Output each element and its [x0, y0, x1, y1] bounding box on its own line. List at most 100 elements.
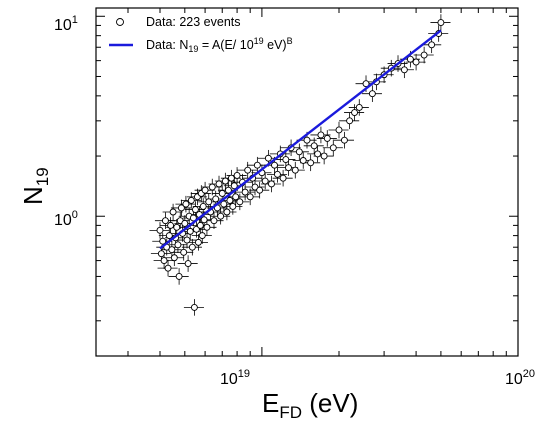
data-point	[314, 150, 322, 158]
data-point	[291, 166, 299, 174]
y-tick-label-1: 100	[54, 209, 78, 229]
data-point	[230, 182, 238, 190]
legend-fit-prefix: Data: N	[146, 38, 188, 52]
data-point	[196, 221, 204, 229]
data-point	[232, 193, 240, 201]
legend-fit-mid: = A(E/ 10	[198, 38, 253, 52]
data-point	[253, 161, 261, 169]
data-point	[351, 109, 358, 117]
data-point	[224, 186, 232, 194]
legend-label-data: Data: 223 events	[146, 15, 241, 29]
data-point	[161, 217, 169, 225]
legend: Data: 223 events Data: N19 = A(E/ 1019 e…	[109, 15, 293, 54]
data-point	[175, 272, 183, 280]
x-axis-title-unit: (eV)	[302, 388, 358, 418]
data-point	[188, 243, 196, 251]
data-point	[264, 154, 272, 162]
data-point	[307, 159, 315, 167]
data-point	[246, 193, 254, 201]
x-tick-label-1e20-base: 10	[505, 371, 523, 388]
data-point	[208, 183, 216, 191]
x-tick-label-1e19-base: 10	[220, 371, 238, 388]
data-point	[320, 152, 328, 160]
legend-marker-circle	[116, 18, 124, 26]
data-point	[191, 206, 199, 214]
legend-fit-sup1: 19	[254, 36, 264, 46]
data-point	[412, 58, 420, 66]
data-point	[236, 198, 244, 206]
plot-area	[95, 7, 519, 357]
legend-fit-unit: eV)	[264, 38, 287, 52]
y-axis-title: N19	[18, 167, 52, 205]
legend-fit-sub: 19	[188, 44, 198, 54]
data-point	[317, 131, 325, 139]
data-point	[282, 156, 290, 164]
data-point	[164, 264, 172, 272]
data-point	[261, 177, 269, 185]
data-point	[200, 216, 208, 224]
data-point	[198, 232, 206, 240]
data-point	[187, 196, 195, 204]
data-point	[174, 241, 182, 249]
data-point	[217, 212, 225, 220]
data-point	[233, 171, 241, 179]
data-point	[400, 66, 408, 74]
data-point	[165, 232, 173, 240]
data-point	[220, 200, 228, 208]
data-point	[190, 303, 198, 311]
data-point	[437, 19, 445, 27]
y-tick-label-10-base: 10	[54, 17, 72, 34]
data-point	[199, 202, 207, 210]
data-point	[428, 41, 436, 49]
data-point	[184, 260, 192, 267]
data-point	[210, 217, 218, 225]
data-point	[168, 246, 176, 254]
fit-line	[159, 29, 442, 250]
legend-fit-sup2: B	[287, 36, 293, 46]
data-point	[271, 161, 278, 169]
x-axis-title: EFD (eV)	[262, 388, 358, 421]
data-point	[157, 250, 165, 258]
data-point	[303, 136, 311, 144]
data-point	[310, 142, 318, 150]
data-point	[241, 188, 249, 196]
data-point	[268, 180, 275, 188]
data-point	[203, 223, 211, 231]
data-point	[156, 226, 164, 234]
y-tick-label-10-exp: 1	[72, 14, 78, 26]
data-point	[226, 196, 234, 204]
data-point	[323, 134, 331, 142]
data-point	[362, 80, 370, 88]
data-point	[251, 183, 259, 191]
data-point	[340, 136, 348, 144]
data-point	[205, 198, 213, 206]
y-axis-title-sub: 19	[33, 167, 52, 186]
data-point	[160, 257, 168, 265]
data-point	[346, 117, 354, 125]
data-point	[215, 180, 223, 188]
data-point	[173, 223, 181, 231]
data-point	[189, 214, 197, 222]
data-point	[170, 254, 178, 262]
data-point	[223, 208, 231, 216]
axis-ticks	[96, 8, 518, 357]
data-point	[295, 148, 303, 156]
x-tick-label-1e19-exp: 19	[238, 368, 250, 380]
data-point	[329, 144, 337, 152]
x-axis-title-sub: FD	[279, 403, 302, 421]
data-point	[227, 174, 235, 182]
data-point	[221, 177, 229, 185]
x-axis-title-main: E	[262, 388, 279, 418]
data-point	[181, 220, 189, 227]
data-point	[177, 204, 185, 212]
data-point	[194, 238, 202, 246]
data-point	[201, 186, 209, 194]
data-point	[279, 174, 287, 182]
data-point	[186, 227, 194, 235]
y-tick-label-1-base: 10	[54, 212, 72, 229]
y-tick-label-1-exp: 0	[72, 209, 78, 221]
data-point	[192, 225, 200, 233]
data-point	[420, 51, 428, 59]
data-point	[355, 103, 363, 111]
